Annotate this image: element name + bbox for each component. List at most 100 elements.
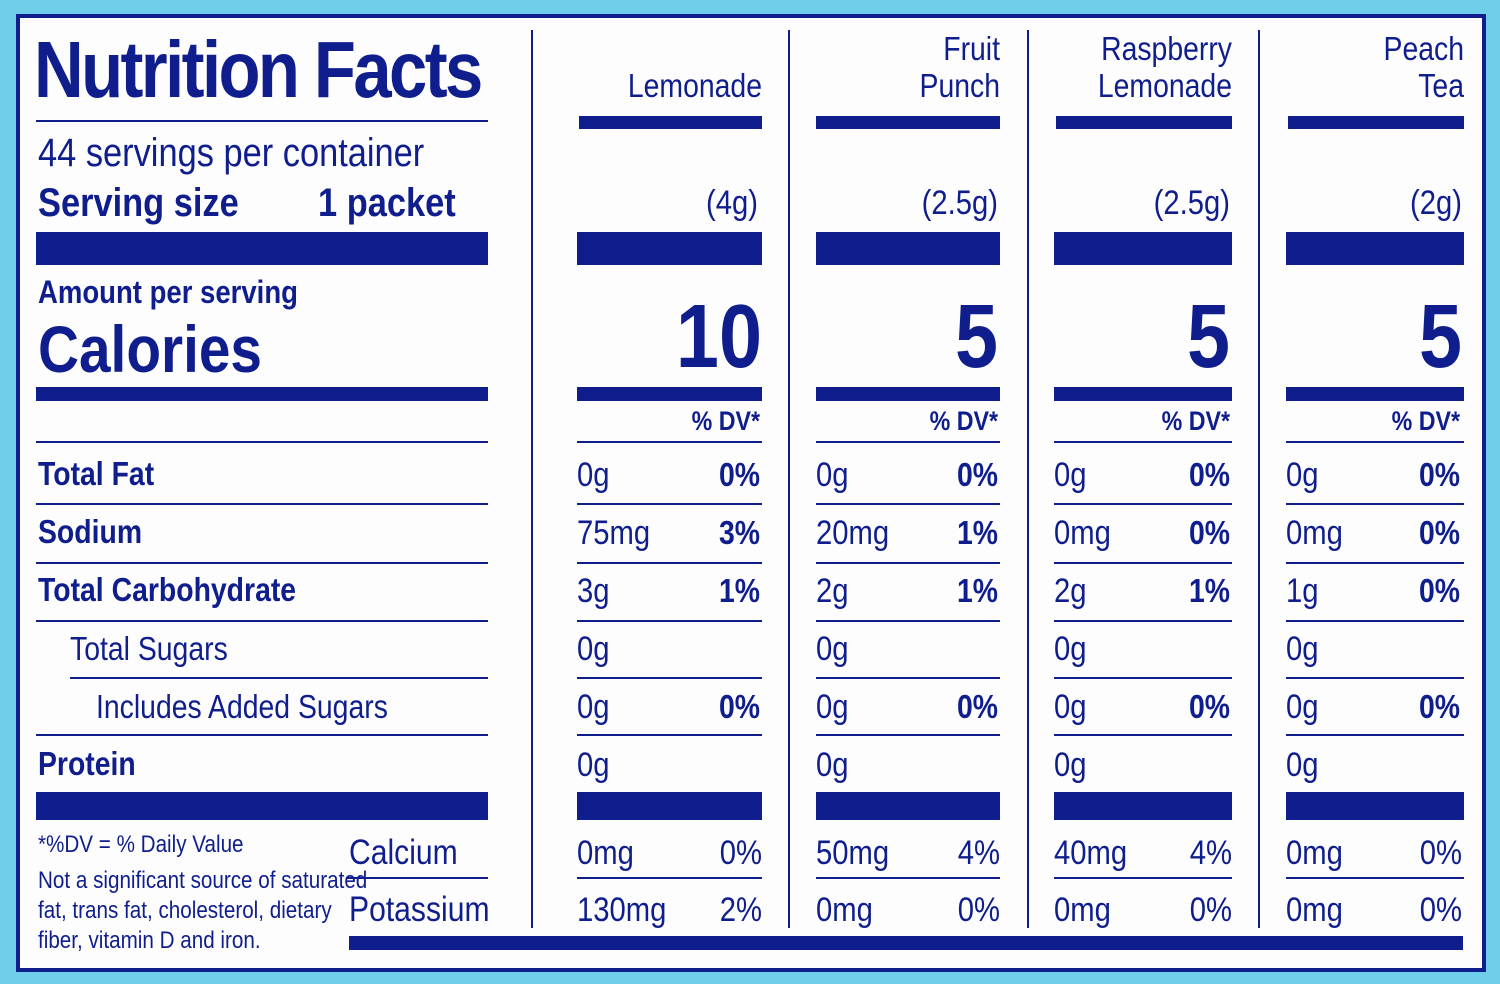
flavor-name: Raspberry Lemonade (1008, 30, 1232, 105)
total-fat-dv: 0% (1418, 456, 1460, 493)
column-separator (1258, 30, 1260, 928)
row-divider (36, 620, 488, 622)
total-sugars-amount: 0g (1054, 630, 1087, 668)
footnote-dv: *%DV = % Daily Value (38, 831, 244, 858)
row-divider (1054, 734, 1232, 736)
sodium-dv: 0% (1418, 514, 1460, 551)
thick-divider (1054, 232, 1232, 265)
flavor-weight: (2g) (1409, 184, 1462, 222)
calcium-amount: 0mg (577, 834, 634, 872)
row-divider (577, 562, 762, 564)
calcium-dv: 4% (957, 834, 1000, 872)
row-divider (816, 877, 1000, 879)
dv-header: % DV* (691, 406, 760, 436)
added-sugars-dv: 0% (956, 688, 998, 725)
thick-divider (816, 792, 1000, 820)
flavor-name-line1: Peach (1383, 30, 1464, 67)
row-divider (1286, 877, 1464, 879)
total-sugars-amount: 0g (577, 630, 610, 668)
row-divider (1054, 503, 1232, 505)
row-divider (577, 877, 762, 879)
total-fat-amount: 0g (816, 456, 849, 494)
protein-amount: 0g (1054, 746, 1087, 784)
carbohydrate-amount: 1g (1286, 572, 1319, 610)
protein-amount: 0g (816, 746, 849, 784)
added-sugars-dv: 0% (1188, 688, 1230, 725)
row-divider (1054, 441, 1232, 443)
column-separator (531, 30, 533, 928)
footnote-line2: fat, trans fat, cholesterol, dietary (38, 897, 332, 924)
title-divider (36, 120, 488, 122)
dv-header: % DV* (929, 406, 998, 436)
flavor-name-line2: Punch (919, 67, 1000, 105)
nutrient-total-sugars: Total Sugars (70, 630, 228, 667)
thick-divider (1286, 792, 1464, 820)
row-divider (816, 734, 1000, 736)
page-title: Nutrition Facts (34, 25, 483, 114)
nutrient-total-carbohydrate: Total Carbohydrate (38, 571, 297, 608)
carbohydrate-amount: 3g (577, 572, 610, 610)
dv-header: % DV* (1391, 406, 1460, 436)
header-divider (816, 116, 1000, 129)
row-divider (1286, 503, 1464, 505)
sodium-amount: 20mg (816, 514, 890, 552)
potassium-dv: 0% (1419, 891, 1462, 929)
potassium-dv: 0% (1189, 891, 1232, 929)
header-divider (579, 116, 762, 129)
calories-value: 5 (1186, 287, 1230, 387)
carbohydrate-dv: 1% (1188, 572, 1230, 609)
sodium-dv: 0% (1188, 514, 1230, 551)
row-divider (577, 503, 762, 505)
calories-divider (1286, 387, 1464, 401)
column-separator (1027, 30, 1029, 928)
flavor-name: Peach Tea (1240, 30, 1464, 105)
row-divider (1286, 677, 1464, 679)
row-divider (1054, 677, 1232, 679)
flavor-name-line2: Lemonade (1097, 67, 1232, 105)
added-sugars-amount: 0g (1286, 688, 1319, 726)
nutrient-sodium: Sodium (38, 513, 143, 550)
flavor-weight: (4g) (705, 184, 758, 222)
potassium-amount: 0mg (1286, 891, 1343, 929)
header-divider (1056, 116, 1232, 129)
calcium-dv: 0% (1419, 834, 1462, 872)
sodium-dv: 3% (718, 514, 760, 551)
row-divider (577, 441, 762, 443)
calories-divider (36, 387, 488, 401)
column-separator (788, 30, 790, 928)
total-fat-amount: 0g (1286, 456, 1319, 494)
calories-label: Calories (38, 312, 263, 386)
total-fat-dv: 0% (718, 456, 760, 493)
carbohydrate-amount: 2g (1054, 572, 1087, 610)
thick-divider (1054, 792, 1232, 820)
thick-divider (36, 792, 488, 820)
flavor-name-line2: Tea (1418, 67, 1464, 105)
footnote-line3: fiber, vitamin D and iron. (38, 927, 261, 954)
header-divider (1288, 116, 1464, 129)
total-fat-amount: 0g (1054, 456, 1087, 494)
sodium-dv: 1% (956, 514, 998, 551)
row-divider (1054, 877, 1232, 879)
flavor-column-lemonade: Lemonade (4g) 10 % DV* 0g 0% 75mg 3% 3g … (577, 0, 762, 984)
row-divider (816, 620, 1000, 622)
calcium-amount: 40mg (1054, 834, 1128, 872)
potassium-amount: 0mg (1054, 891, 1111, 929)
protein-amount: 0g (1286, 746, 1319, 784)
added-sugars-dv: 0% (1418, 688, 1460, 725)
calories-divider (816, 387, 1000, 401)
row-divider (36, 441, 488, 443)
serving-size-label: Serving size (38, 181, 239, 225)
row-divider (1054, 620, 1232, 622)
flavor-name: Fruit Punch (776, 30, 1000, 105)
row-divider (577, 734, 762, 736)
total-fat-dv: 0% (956, 456, 998, 493)
carbohydrate-dv: 1% (718, 572, 760, 609)
row-divider (70, 677, 488, 679)
dv-header: % DV* (1161, 406, 1230, 436)
nutrient-total-fat: Total Fat (38, 455, 155, 492)
footnote-line1: Not a significant source of saturated (38, 867, 368, 894)
row-divider (36, 734, 488, 736)
nutrient-protein: Protein (38, 745, 136, 782)
carbohydrate-dv: 0% (1418, 572, 1460, 609)
flavor-weight: (2.5g) (921, 184, 998, 222)
